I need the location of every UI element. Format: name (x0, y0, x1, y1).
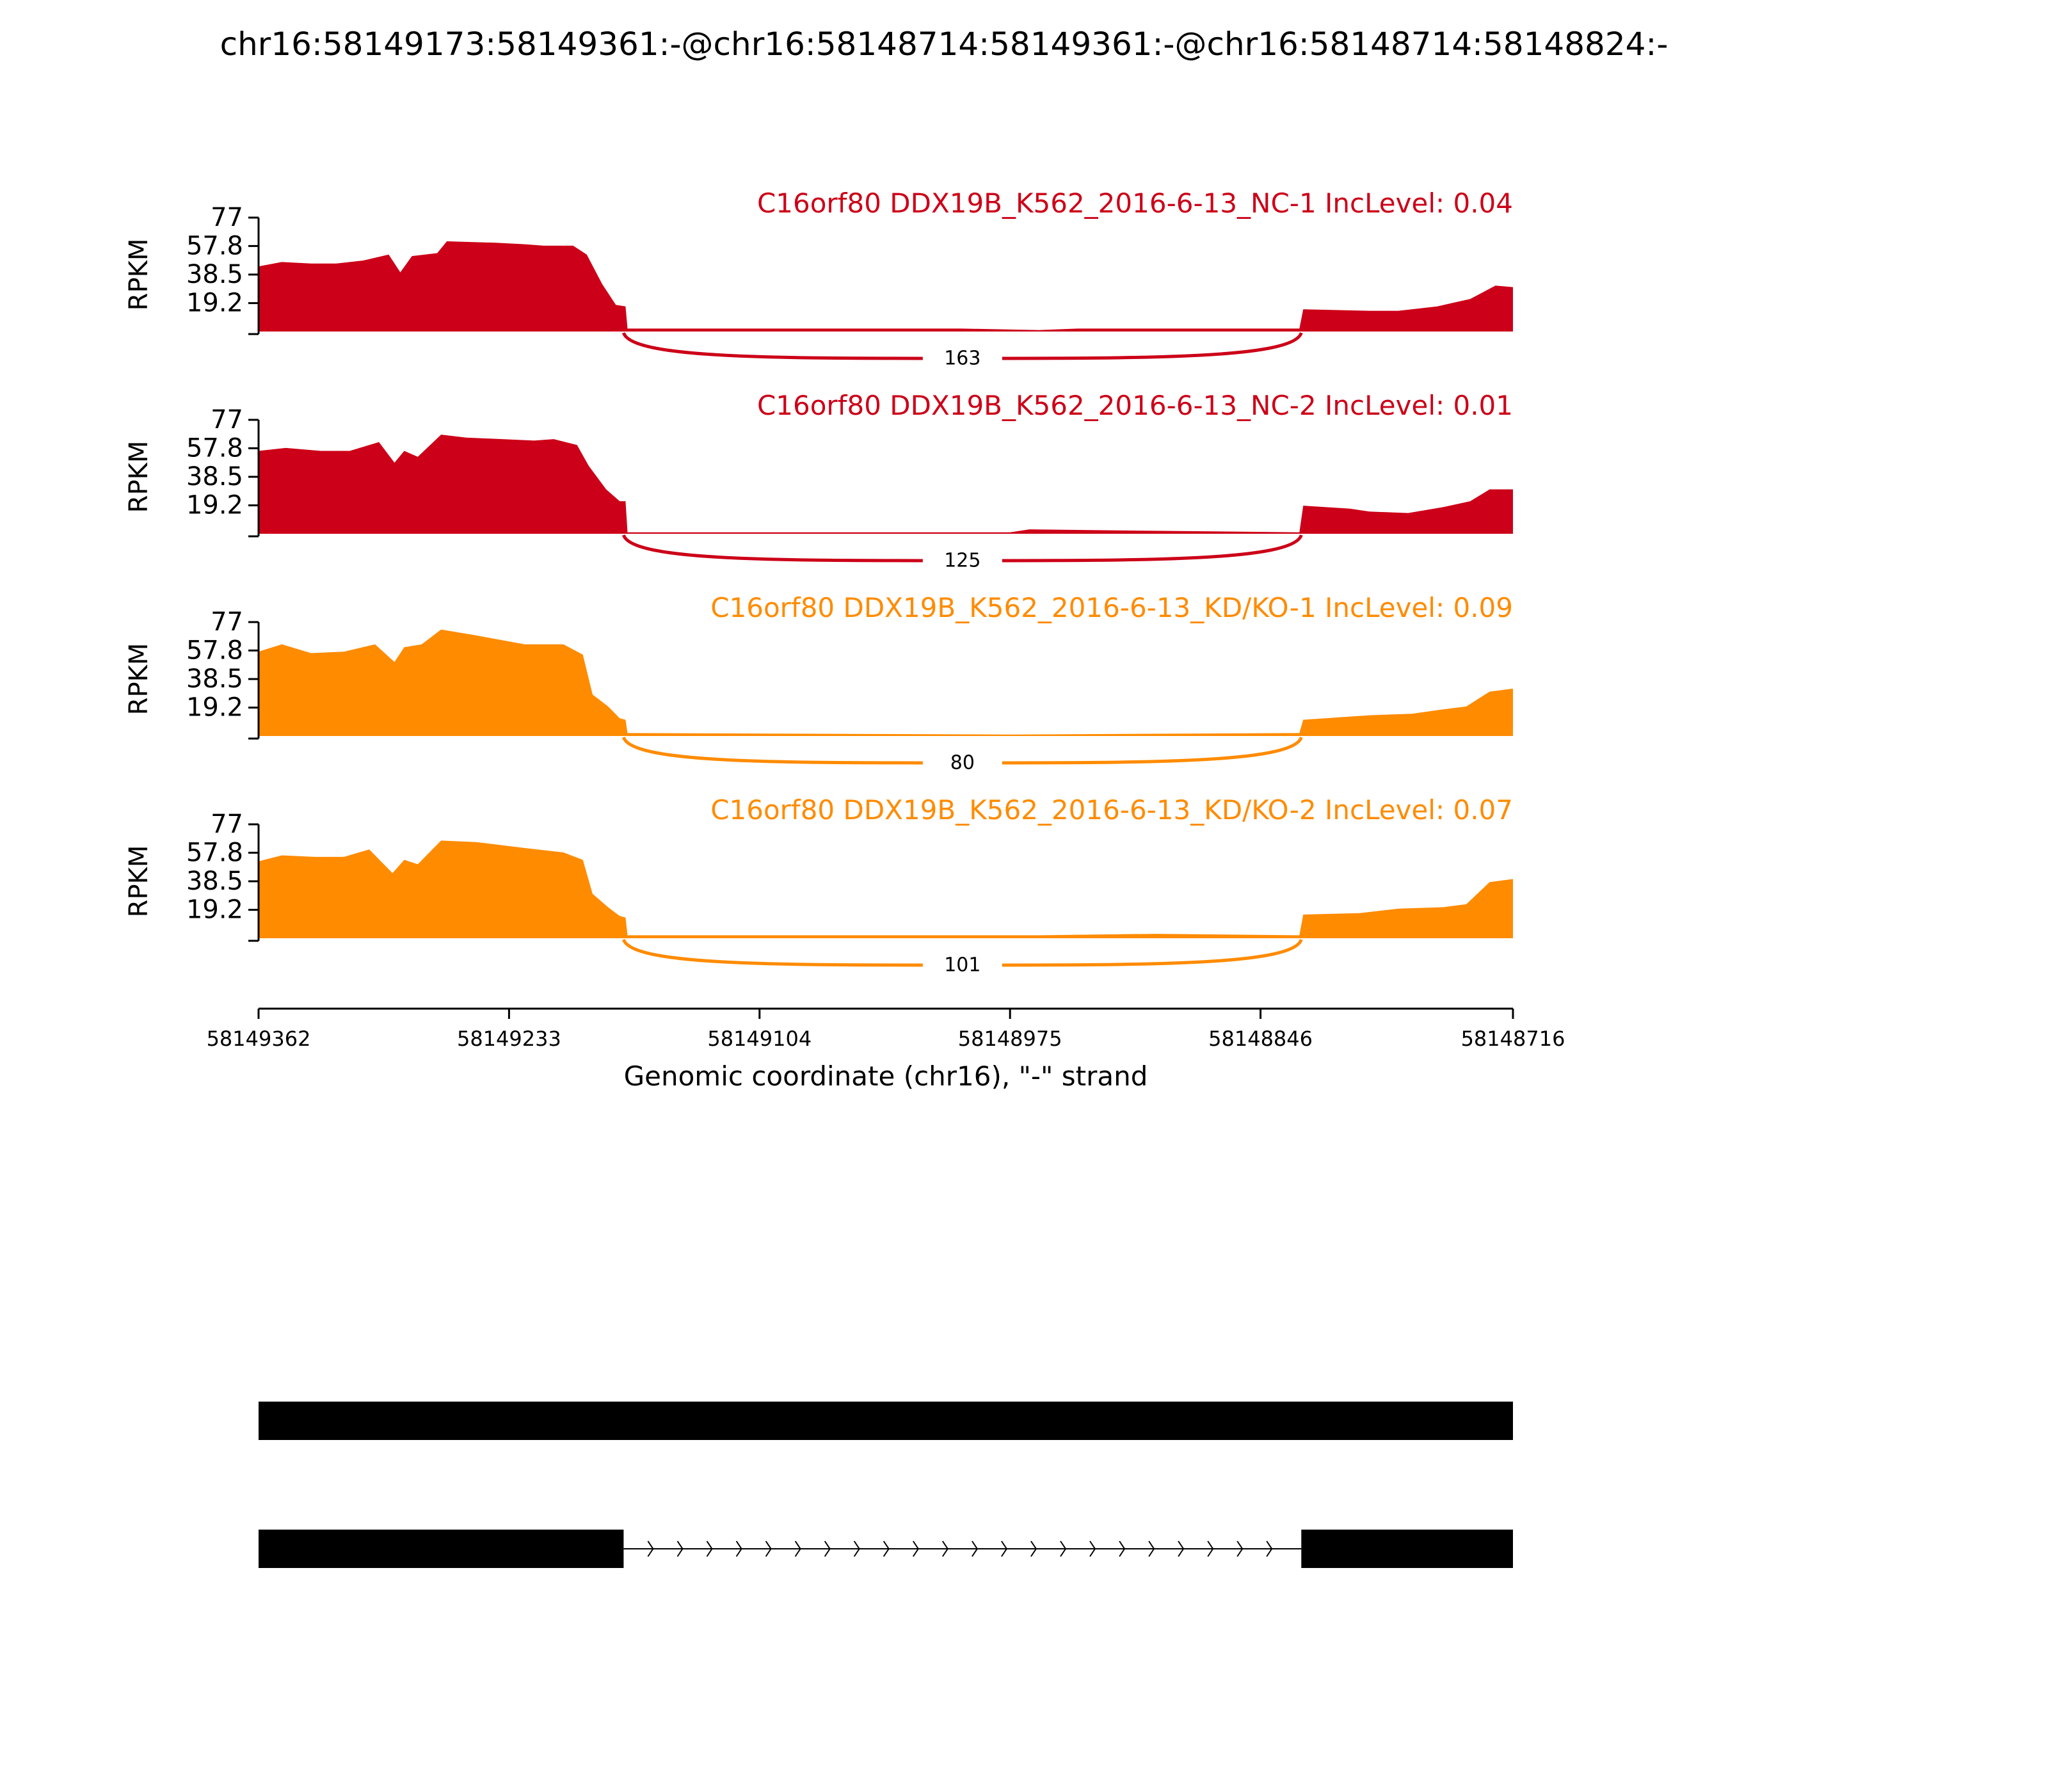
strand-arrow (912, 1540, 920, 1557)
y-axis-label: RPKM (124, 845, 154, 918)
y-tick-label: 57.8 (186, 838, 243, 867)
exon-block (259, 1530, 624, 1568)
sample-label: C16orf80 DDX19B_K562_2016-6-13_KD/KO-2 I… (710, 794, 1513, 826)
strand-arrow (972, 1540, 979, 1557)
strand-arrow (1060, 1540, 1067, 1557)
strand-arrow (1119, 1540, 1126, 1557)
sample-label: C16orf80 DDX19B_K562_2016-6-13_NC-1 IncL… (757, 188, 1513, 219)
strand-arrow (824, 1540, 831, 1557)
y-tick-label: 77 (211, 810, 243, 839)
junction-count-bg (922, 951, 1002, 979)
junction-count-bg (922, 344, 1002, 372)
y-tick-label: 19.2 (186, 289, 243, 318)
junction-count-bg (922, 547, 1002, 575)
x-tick-label: 58149362 (207, 1027, 311, 1051)
y-tick-label: 57.8 (186, 231, 243, 260)
gene-models (259, 1402, 1513, 1568)
strand-arrow (735, 1540, 742, 1557)
strand-arrow (647, 1540, 654, 1557)
strand-arrow (853, 1540, 860, 1557)
strand-arrow (1207, 1540, 1214, 1557)
strand-arrow (1001, 1540, 1008, 1557)
strand-arrow (1030, 1540, 1037, 1557)
y-axis-label: RPKM (124, 239, 154, 311)
gene-model (259, 1402, 1513, 1440)
junction-count-label: 101 (944, 954, 980, 977)
x-tick-label: 58148716 (1461, 1027, 1565, 1051)
strand-arrow (1178, 1540, 1185, 1557)
x-tick-label: 58148846 (1208, 1027, 1313, 1051)
figure-title: chr16:58149173:58149361:-@chr16:58148714… (220, 26, 1668, 63)
coverage-area (259, 435, 1513, 534)
y-tick-label: 77 (211, 203, 243, 232)
y-tick-label: 57.8 (186, 433, 243, 463)
x-axis: 58149362 58149233 58149104 58148975 58148846… (207, 1007, 1565, 1092)
x-tick-label: 58148975 (958, 1027, 1062, 1051)
strand-arrow (883, 1540, 890, 1557)
y-tick-label: 38.5 (186, 462, 243, 492)
x-tick-label: 58149233 (457, 1027, 561, 1051)
strand-arrow (794, 1540, 801, 1557)
strand-arrow (765, 1540, 772, 1557)
y-tick-label: 57.8 (186, 636, 243, 665)
y-tick-label: 77 (211, 607, 243, 637)
junction-count-label: 163 (944, 348, 980, 370)
strand-arrow (1266, 1540, 1273, 1557)
junction-count-label: 125 (944, 550, 980, 572)
sample-label: C16orf80 DDX19B_K562_2016-6-13_NC-2 IncL… (757, 390, 1513, 421)
sample-label: C16orf80 DDX19B_K562_2016-6-13_KD/KO-1 I… (710, 592, 1513, 623)
strand-arrow (941, 1540, 949, 1557)
strand-arrow (676, 1540, 684, 1557)
y-tick-label: 19.2 (186, 491, 243, 520)
x-tick-label: 58149104 (707, 1027, 812, 1051)
y-tick-label: 77 (211, 405, 243, 435)
exon-block (259, 1402, 1513, 1440)
strand-arrow (706, 1540, 713, 1557)
y-tick-label: 38.5 (186, 664, 243, 694)
y-tick-label: 19.2 (186, 693, 243, 723)
x-axis-label: Genomic coordinate (chr16), "-" strand (624, 1060, 1148, 1092)
y-axis-label: RPKM (124, 441, 154, 513)
gene-model (259, 1530, 1513, 1568)
y-axis-label: RPKM (124, 643, 154, 716)
strand-arrow (1148, 1540, 1155, 1557)
junction-count-label: 80 (950, 752, 975, 774)
junction-count-bg (922, 749, 1002, 777)
y-tick-label: 19.2 (186, 895, 243, 925)
exon-block (1301, 1530, 1513, 1568)
coverage-area (259, 241, 1513, 332)
y-tick-label: 38.5 (186, 260, 243, 289)
coverage-area (259, 629, 1513, 736)
y-tick-label: 38.5 (186, 867, 243, 896)
strand-arrow (1089, 1540, 1096, 1557)
coverage-area (259, 840, 1513, 938)
strand-arrow (1236, 1540, 1244, 1557)
